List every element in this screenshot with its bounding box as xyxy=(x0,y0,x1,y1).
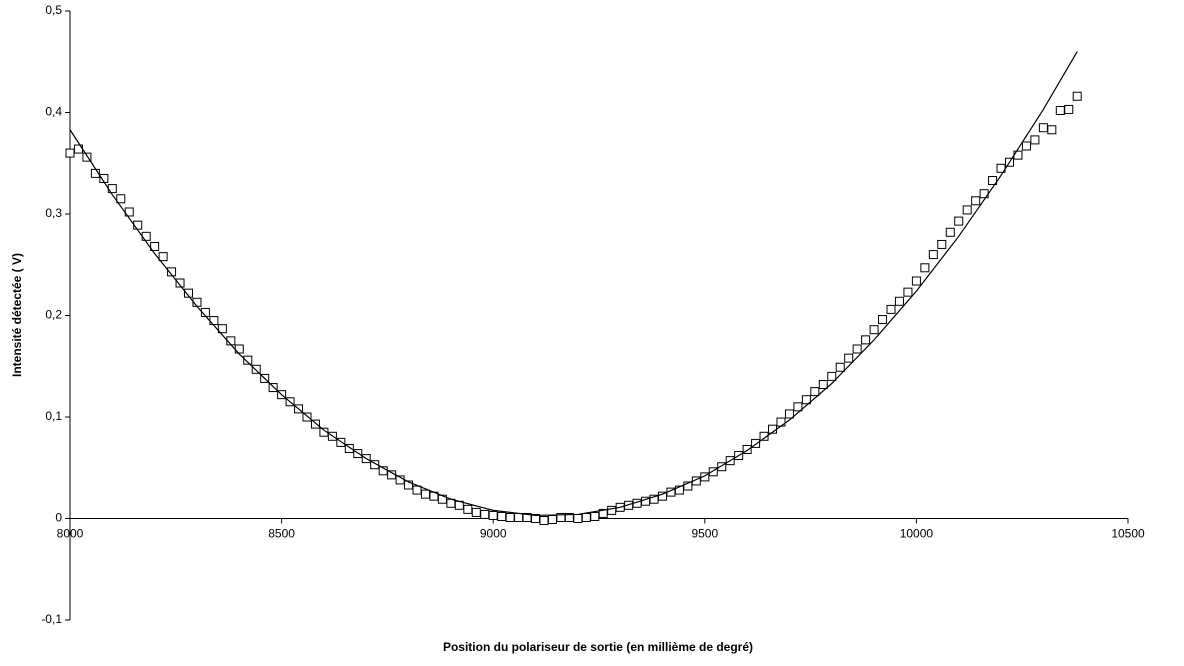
data-point xyxy=(708,467,718,477)
data-point xyxy=(810,387,820,397)
data-point xyxy=(412,485,422,495)
data-point xyxy=(497,511,507,521)
data-point xyxy=(65,148,75,158)
data-point xyxy=(894,296,904,306)
data-point xyxy=(920,263,930,273)
data-point xyxy=(1055,105,1065,115)
data-point xyxy=(463,504,473,514)
data-point xyxy=(573,514,583,523)
data-point xyxy=(141,231,151,241)
data-point xyxy=(581,512,591,522)
data-point xyxy=(844,353,854,363)
data-point xyxy=(903,287,913,297)
data-point xyxy=(683,481,693,491)
data-point xyxy=(209,316,219,326)
data-point xyxy=(336,437,346,447)
data-point xyxy=(116,194,126,204)
x-tick-label: 9500 xyxy=(691,527,718,541)
data-point xyxy=(945,227,955,237)
data-point xyxy=(1030,135,1040,145)
data-point xyxy=(514,512,524,522)
data-point xyxy=(988,176,998,186)
y-tick-label: -0,1 xyxy=(41,612,62,626)
data-point xyxy=(505,512,515,522)
data-point xyxy=(243,355,253,365)
data-point xyxy=(310,419,320,429)
data-point xyxy=(167,267,177,277)
data-point xyxy=(1064,104,1074,114)
data-point xyxy=(835,362,845,372)
data-point xyxy=(759,431,769,441)
data-point xyxy=(793,402,803,412)
data-point xyxy=(607,505,617,515)
data-point xyxy=(886,304,896,314)
data-point xyxy=(818,380,828,390)
x-axis-label: Position du polariseur de sortie (en mil… xyxy=(443,640,753,654)
x-tick-label: 8500 xyxy=(268,527,295,541)
data-point xyxy=(1038,123,1048,133)
data-point xyxy=(827,371,837,381)
data-point xyxy=(344,443,354,453)
data-point xyxy=(404,480,414,490)
data-point xyxy=(82,152,92,162)
data-point xyxy=(801,395,811,405)
data-point xyxy=(420,489,430,499)
data-point xyxy=(539,516,549,526)
data-point xyxy=(251,364,261,374)
data-point xyxy=(488,510,498,520)
data-point xyxy=(175,278,185,288)
data-point xyxy=(158,252,168,262)
data-point xyxy=(480,509,490,519)
data-point xyxy=(302,412,312,422)
y-tick-label: 0,1 xyxy=(45,409,62,423)
data-point xyxy=(962,205,972,215)
data-point xyxy=(1021,141,1031,151)
data-point xyxy=(590,511,600,521)
data-point xyxy=(878,315,888,325)
data-point xyxy=(268,383,278,393)
data-point xyxy=(717,462,727,472)
data-point xyxy=(776,417,786,427)
data-point xyxy=(861,335,871,345)
x-tick-label: 10000 xyxy=(900,527,934,541)
data-point xyxy=(1047,125,1057,135)
data-point xyxy=(742,444,752,454)
x-tick-label: 9000 xyxy=(480,527,507,541)
fit-line xyxy=(69,51,1078,517)
data-point xyxy=(971,196,981,206)
data-point xyxy=(471,507,481,517)
data-point xyxy=(370,460,380,470)
y-tick-label: 0,3 xyxy=(45,206,62,220)
data-point xyxy=(183,288,193,298)
data-point xyxy=(150,241,160,251)
data-point xyxy=(217,324,227,334)
data-point xyxy=(928,250,938,260)
data-point xyxy=(954,216,964,226)
y-tick-label: 0,5 xyxy=(45,3,62,17)
data-point xyxy=(937,239,947,249)
data-point xyxy=(852,344,862,354)
data-point xyxy=(911,276,921,286)
data-point xyxy=(784,409,794,419)
y-tick-label: 0 xyxy=(55,511,62,525)
y-tick-label: 0,4 xyxy=(45,105,62,119)
data-point xyxy=(700,472,710,482)
x-tick-label: 8000 xyxy=(57,527,84,541)
y-axis-label: Intensité détectée ( V) xyxy=(10,253,24,377)
x-tick-label: 10500 xyxy=(1111,527,1145,541)
data-point xyxy=(547,515,557,525)
data-point xyxy=(1072,91,1082,101)
data-point xyxy=(751,438,761,448)
y-tick-label: 0,2 xyxy=(45,308,62,322)
data-point xyxy=(869,325,879,335)
